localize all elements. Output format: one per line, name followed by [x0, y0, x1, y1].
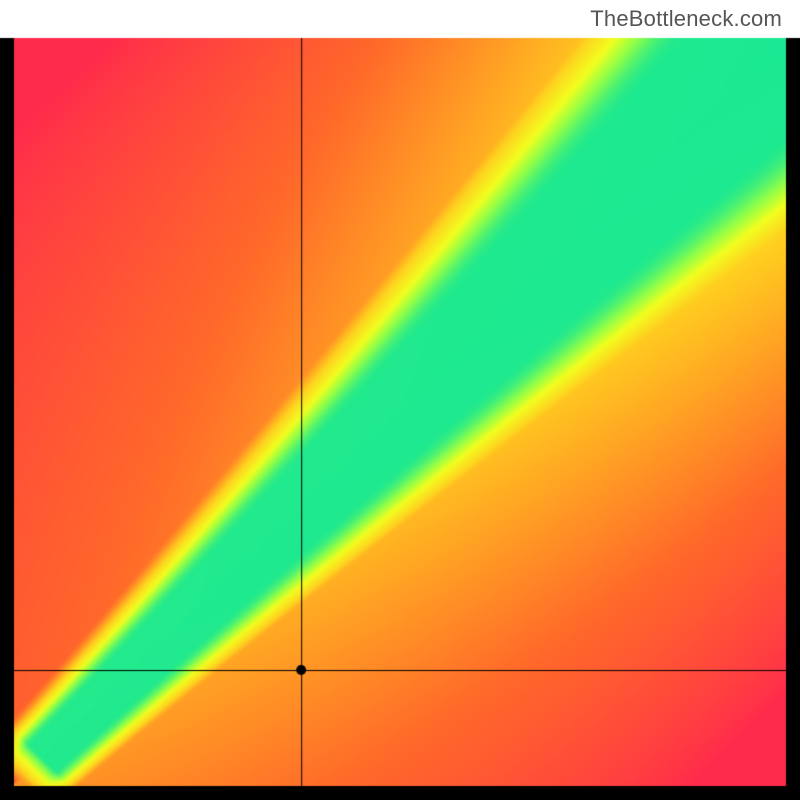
chart-container: TheBottleneck.com [0, 0, 800, 800]
watermark-text: TheBottleneck.com [590, 6, 782, 32]
bottleneck-heatmap [0, 0, 800, 800]
